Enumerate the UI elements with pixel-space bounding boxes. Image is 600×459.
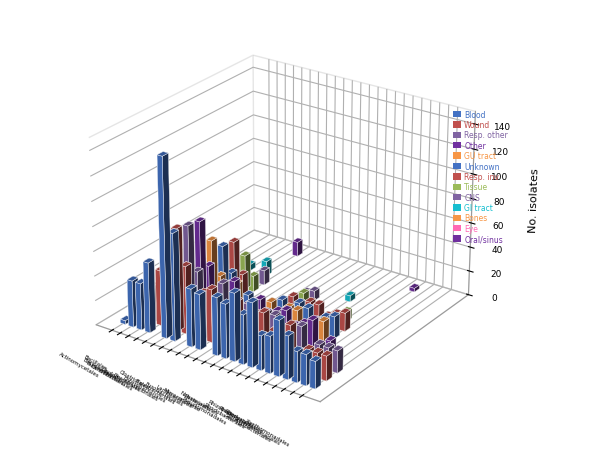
Legend: Blood, Wound, Resp. other, Other, GU tract, Unknown, Resp. inv, Tissue, CNS, GI : Blood, Wound, Resp. other, Other, GU tra… (454, 111, 508, 244)
